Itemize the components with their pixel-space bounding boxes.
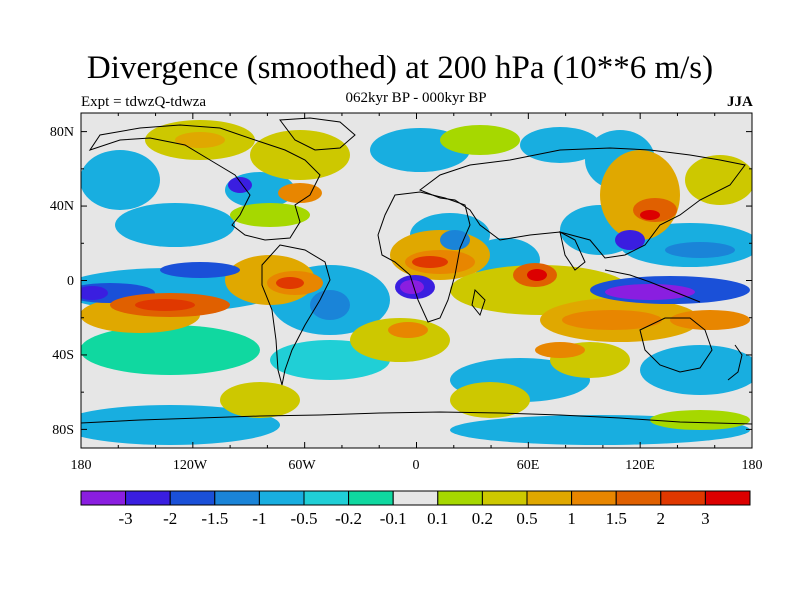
- colorbar-label: -1.5: [201, 509, 229, 528]
- experiment-label: Expt = tdwzQ-tdwza: [81, 94, 207, 110]
- colorbar-label: -0.2: [335, 509, 363, 528]
- colorbar-box: [571, 490, 617, 506]
- colorbar: [80, 490, 751, 506]
- lon-tick-label: 60E: [516, 458, 540, 473]
- lon-tick-label: 180: [70, 458, 92, 473]
- colorbar-label: -1: [252, 509, 267, 528]
- lat-tick-label: 80S: [52, 423, 74, 438]
- lon-tick-label: 120W: [172, 458, 208, 473]
- colorbar-box: [258, 490, 305, 506]
- colorbar-box: [169, 490, 216, 506]
- colorbar-box: [615, 490, 662, 506]
- colorbar-box: [125, 490, 171, 506]
- colorbar-box: [214, 490, 260, 506]
- colorbar-label: -0.1: [379, 509, 407, 528]
- colorbar-box: [392, 490, 439, 506]
- season-label: JJA: [727, 94, 753, 110]
- figure-title: Divergence (smoothed) at 200 hPa (10**6 …: [86, 50, 714, 86]
- lon-tick-label: 60W: [288, 458, 316, 473]
- colorbar-box: [481, 490, 528, 506]
- divergence-field: [81, 117, 752, 445]
- colorbar-label: 0.2: [471, 509, 494, 528]
- colorbar-label: 2: [656, 509, 666, 528]
- lat-tick-label: 40S: [52, 348, 74, 363]
- colorbar-label: 1: [567, 509, 576, 528]
- strong-divergence-cores: [110, 132, 750, 358]
- colorbar-box: [80, 490, 127, 506]
- lat-tick-label: 40N: [49, 199, 74, 214]
- figure-subtitle: 062kyr BP - 000kyr BP: [345, 90, 487, 106]
- strong-convergence-cores: [81, 177, 750, 320]
- colorbar-box: [348, 490, 394, 506]
- axis-ticks: [80, 113, 753, 448]
- colorbar-label: 0.5: [516, 509, 538, 528]
- colorbar-label: 3: [701, 509, 710, 528]
- lon-tick-label: 120E: [625, 458, 655, 473]
- colorbar-label: -2: [163, 509, 178, 528]
- coastlines: [81, 117, 752, 425]
- colorbar-label: 1.5: [605, 509, 627, 528]
- lat-tick-label: 80N: [49, 125, 74, 140]
- colorbar-box: [437, 490, 483, 506]
- colorbar-label: 0.1: [427, 509, 449, 528]
- colorbar-box: [704, 490, 751, 506]
- colorbar-label: -3: [118, 509, 133, 528]
- colorbar-label: -0.5: [290, 509, 318, 528]
- colorbar-box: [660, 490, 706, 506]
- colorbar-box: [303, 490, 350, 506]
- lat-tick-label: 0: [67, 274, 74, 289]
- lon-tick-label: 0: [412, 458, 420, 473]
- lon-tick-label: 180: [741, 458, 763, 473]
- colorbar-box: [526, 490, 573, 506]
